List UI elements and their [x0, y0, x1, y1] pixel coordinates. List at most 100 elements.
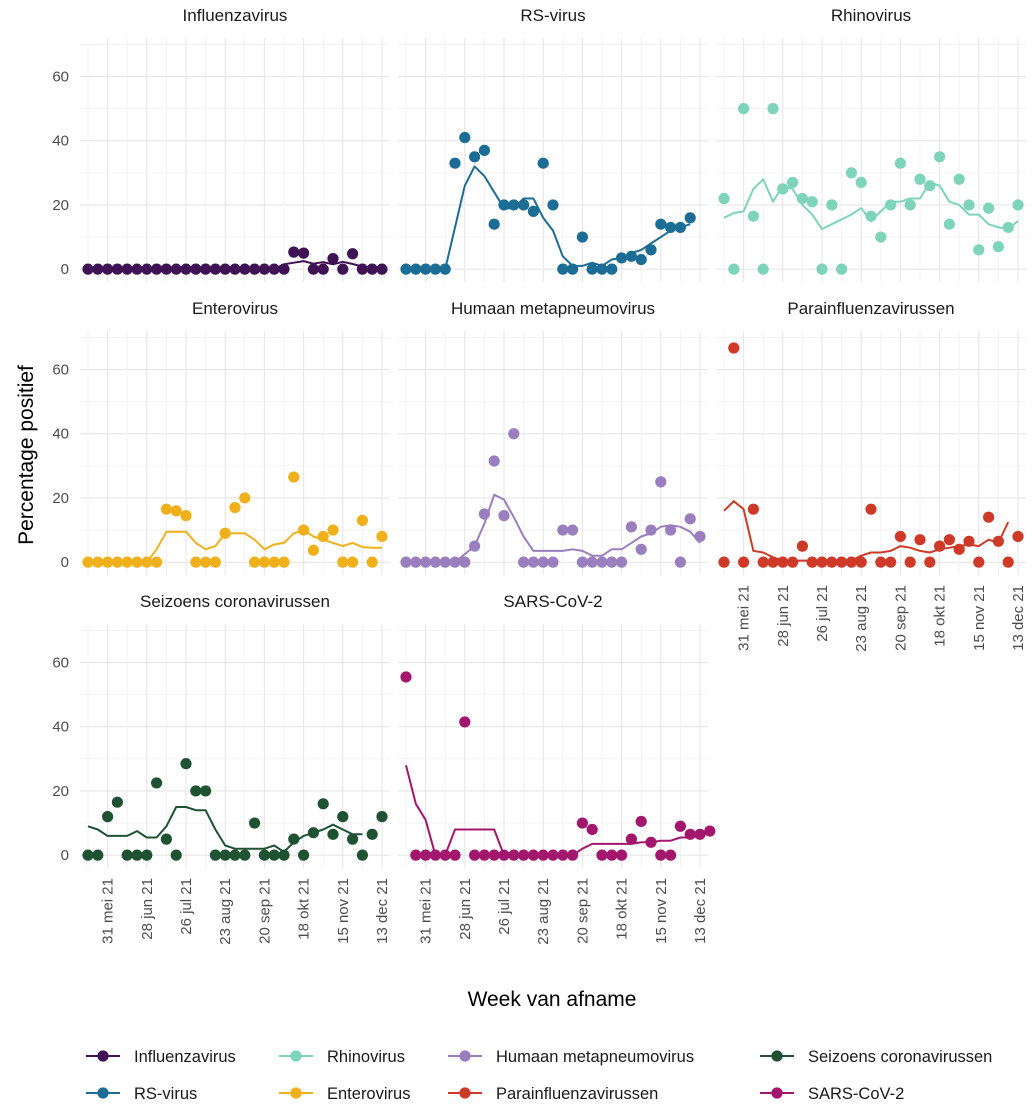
data-point: [459, 556, 471, 568]
data-point: [249, 263, 261, 275]
data-point: [983, 511, 995, 523]
data-point: [459, 131, 471, 144]
data-point: [1012, 530, 1024, 543]
data-point: [420, 556, 432, 568]
y-tick-label: 40: [52, 719, 69, 736]
legend-point-swatch: [290, 1050, 302, 1062]
data-point: [229, 263, 241, 275]
legend-point-swatch: [459, 1050, 471, 1062]
x-tick-label: 15 nov 21: [335, 878, 352, 944]
data-point: [694, 828, 706, 840]
data-point: [855, 176, 867, 189]
data-point: [757, 263, 769, 275]
legend-point-swatch: [97, 1087, 109, 1099]
data-point: [527, 205, 540, 217]
data-point: [806, 556, 818, 568]
data-point: [337, 263, 349, 275]
data-point: [498, 510, 510, 522]
legend-point-swatch: [97, 1050, 109, 1062]
legend-label: Influenzavirus: [134, 1048, 236, 1066]
panel-grid: [398, 331, 708, 575]
panel-grid: [80, 38, 390, 282]
data-point: [498, 849, 510, 861]
data-point: [567, 524, 579, 536]
data-point: [92, 556, 104, 568]
data-point: [816, 263, 828, 275]
y-tick-label: 0: [61, 261, 69, 278]
axes: 0 20 40 60 0 20 40 60 31 mei 21 28 jun 21 26 jul 2…: [15, 69, 1027, 1011]
x-tick-label: 23 aug 21: [535, 878, 552, 945]
data-point: [885, 556, 897, 568]
data-point: [655, 476, 667, 488]
data-point: [875, 556, 887, 568]
legend-point-swatch: [459, 1087, 471, 1099]
facet-influenzavirus: Influenzavirus: [80, 6, 390, 282]
data-point: [885, 199, 897, 211]
data-point: [586, 823, 598, 836]
data-point: [537, 849, 549, 861]
y-tick-label: 40: [52, 133, 69, 150]
data-point: [777, 556, 789, 568]
data-point: [826, 199, 838, 211]
data-point: [356, 263, 368, 275]
data-point: [488, 849, 500, 861]
data-point: [655, 218, 667, 230]
data-point: [943, 218, 956, 230]
data-point: [527, 556, 540, 568]
data-point: [278, 849, 290, 861]
legend-item: Seizoens coronavirussen: [760, 1048, 992, 1066]
data-point: [973, 244, 985, 256]
panel-grid: [716, 38, 1026, 282]
data-point: [131, 556, 143, 568]
data-point: [963, 535, 975, 547]
data-point: [718, 556, 730, 568]
data-point: [151, 556, 163, 568]
data-point: [836, 263, 848, 275]
data-point: [557, 524, 569, 536]
data-point: [102, 811, 114, 823]
data-point: [449, 849, 461, 861]
data-point: [160, 503, 172, 515]
data-point: [665, 221, 677, 234]
data-point: [209, 849, 221, 861]
data-point: [439, 556, 451, 568]
data-point: [747, 503, 760, 515]
data-point: [787, 176, 799, 189]
facet-enterovirus: Enterovirus: [80, 299, 390, 575]
data-point: [121, 556, 133, 568]
data-point: [151, 777, 163, 789]
data-point: [111, 556, 123, 568]
data-point: [170, 505, 182, 517]
data-point: [288, 246, 300, 258]
data-point: [327, 828, 339, 840]
data-point: [537, 157, 549, 169]
data-point: [258, 263, 270, 275]
data-point: [449, 556, 461, 568]
data-point: [131, 849, 143, 861]
data-point: [665, 524, 677, 536]
data-point: [973, 556, 985, 568]
data-point: [278, 556, 290, 568]
data-point: [635, 253, 647, 266]
legend-label: Seizoens coronavirussen: [808, 1048, 992, 1066]
data-point: [298, 849, 310, 861]
data-point: [796, 192, 809, 205]
data-point: [469, 540, 481, 552]
data-point: [894, 157, 907, 169]
data-point: [635, 543, 647, 555]
data-point: [674, 221, 687, 234]
data-point: [268, 849, 280, 861]
x-tick-label: 20 sep 21: [892, 585, 909, 651]
facet-rs-virus: RS-virus: [398, 6, 708, 282]
data-point: [317, 530, 329, 543]
data-point: [992, 535, 1005, 547]
data-point: [943, 534, 956, 546]
data-point: [684, 212, 696, 224]
panel-grid: [80, 624, 390, 868]
legend-label: Humaan metapneumovirus: [496, 1048, 694, 1066]
data-point: [508, 199, 520, 211]
data-point: [307, 544, 319, 556]
data-point: [777, 183, 789, 195]
y-tick-label: 40: [52, 426, 69, 443]
data-point: [366, 556, 378, 568]
